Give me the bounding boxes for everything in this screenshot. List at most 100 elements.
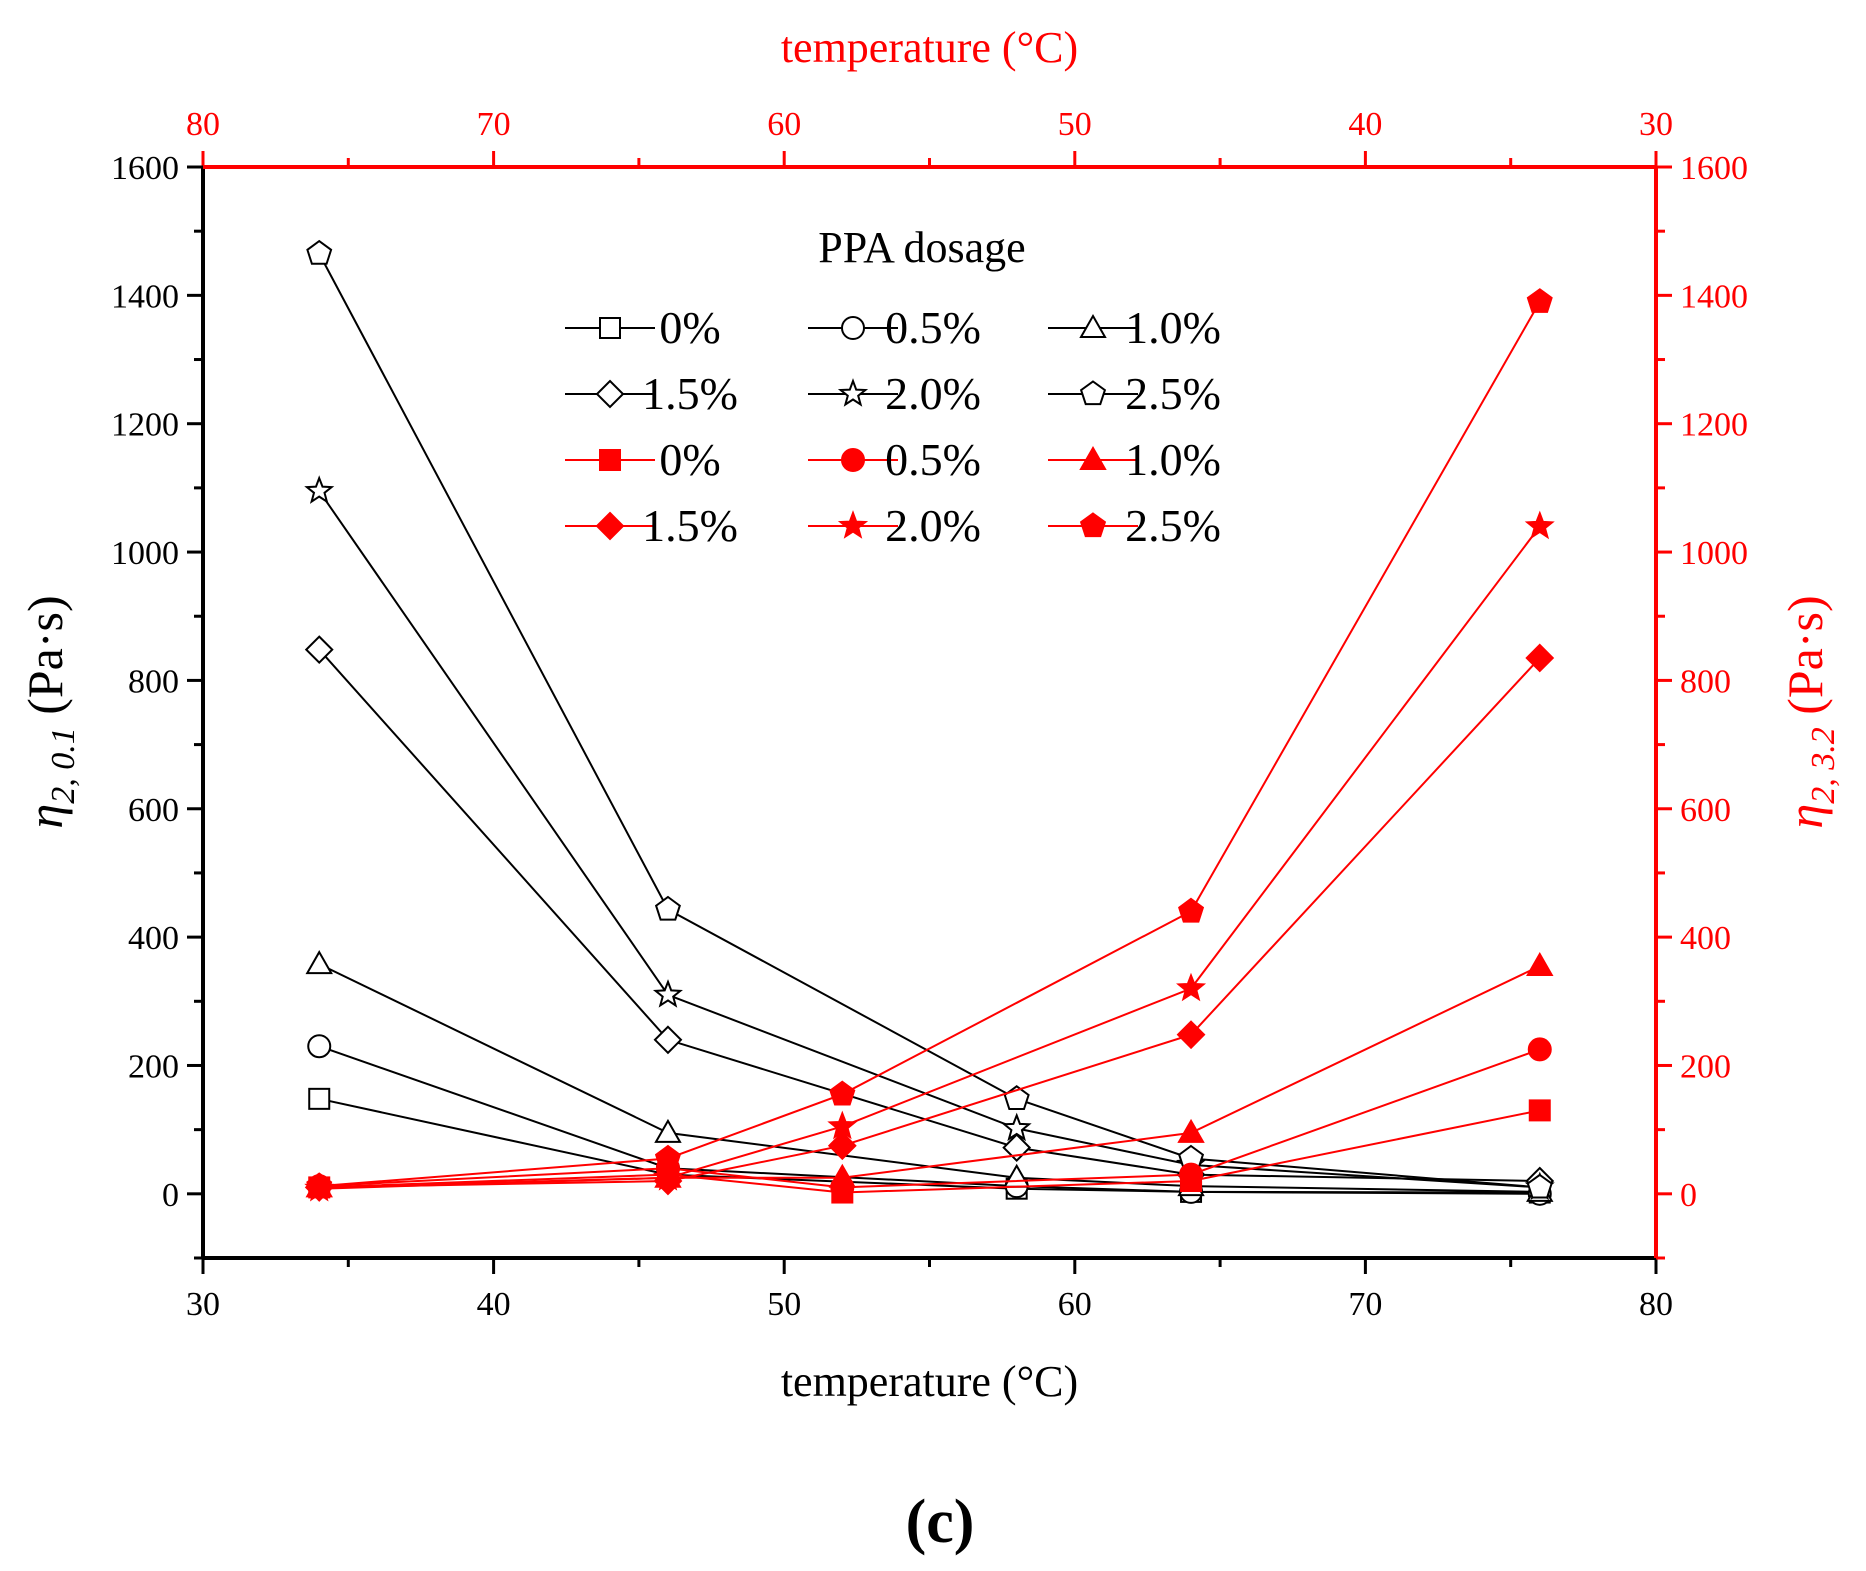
- black-series-point-1-0: [307, 1034, 332, 1059]
- labels-layer: 30 40 50 60 70 80 80 70 60 50 40 30 0 200 400 600 800 100…: [17, 23, 1842, 1556]
- black-series-line-2: [318, 963, 1540, 1193]
- bottom-tick-label: 50: [767, 1286, 801, 1323]
- right-tick-label: 0: [1680, 1177, 1697, 1214]
- left-tick-label: 200: [128, 1048, 179, 1085]
- legend-entry-label: 2.0%: [885, 368, 981, 419]
- red-series-point-5-4: [1526, 288, 1553, 313]
- black-series-point-4-0: [304, 475, 335, 504]
- right-tick-label: 1200: [1680, 407, 1748, 444]
- top-tick-label: 30: [1639, 106, 1673, 143]
- legend-swatch-marker: [599, 317, 621, 339]
- bottom-tick-label: 60: [1058, 1286, 1092, 1323]
- black-series-point-5-0: [306, 239, 333, 265]
- red-series-point-5-0: [306, 1172, 333, 1198]
- top-tick-label: 60: [767, 106, 801, 143]
- legend: PPA dosage 0% 0.5% 1.0% 1.5% 2.0% 2.5% 0% 0.5% 1.…: [565, 223, 1221, 551]
- bottom-tick-label: 80: [1639, 1286, 1673, 1323]
- left-tick-label: 1600: [111, 150, 179, 187]
- black-series-point-3-1: [653, 1025, 683, 1055]
- right-tick-label: 1000: [1680, 535, 1748, 572]
- right-tick-label: 400: [1680, 920, 1731, 957]
- red-series-point-3-4: [1525, 643, 1555, 673]
- right-tick-label: 1400: [1680, 278, 1748, 315]
- black-series-point-0-0: [308, 1087, 331, 1110]
- right-tick-label: 600: [1680, 792, 1731, 829]
- legend-swatch-marker: [1079, 445, 1107, 470]
- red-series-point-2-2: [828, 1163, 857, 1188]
- left-axis-title-subscript: 2, 0.1: [45, 727, 82, 804]
- black-series-point-5-1: [654, 895, 681, 921]
- legend-swatch-marker: [595, 511, 625, 541]
- legend-title: PPA dosage: [818, 223, 1025, 272]
- black-series-point-4-1: [652, 979, 683, 1008]
- black-series-point-2-1: [654, 1118, 682, 1143]
- right-axis-title-subscript: 2, 3.2: [1805, 727, 1842, 804]
- black-series-line-3: [318, 648, 1540, 1182]
- black-series-point-3-0: [304, 635, 334, 665]
- left-tick-label: 1400: [111, 278, 179, 315]
- bottom-axis-title: temperature (°C): [781, 1357, 1078, 1406]
- legend-swatch-marker: [841, 316, 865, 340]
- legend-swatch-marker: [841, 448, 865, 472]
- legend-swatch-marker: [1079, 380, 1107, 406]
- legend-entry-label: 2.5%: [1125, 368, 1221, 419]
- black-series-point-2-0: [305, 950, 333, 975]
- bottom-tick-label: 30: [186, 1286, 220, 1323]
- legend-swatch-marker: [837, 378, 869, 407]
- legend-swatch-marker: [599, 449, 621, 471]
- right-tick-label: 1600: [1680, 150, 1748, 187]
- bottom-tick-label: 70: [1348, 1286, 1382, 1323]
- right-axis-title-symbol: η: [1777, 804, 1833, 829]
- red-series-point-4-4: [1524, 510, 1555, 540]
- series-layer: [304, 239, 1555, 1206]
- red-series-point-0-4: [1528, 1099, 1551, 1122]
- left-axis-title-symbol: η: [17, 804, 73, 829]
- legend-entry-label: 0%: [659, 302, 720, 353]
- left-tick-label: 400: [128, 920, 179, 957]
- black-series-line-4: [318, 490, 1540, 1189]
- red-series-point-4-1: [652, 1161, 683, 1191]
- left-tick-label: 1000: [111, 535, 179, 572]
- red-series-point-2-4: [1526, 951, 1554, 976]
- legend-swatch-marker: [1079, 313, 1107, 338]
- legend-entry-label: 1.5%: [642, 368, 738, 419]
- left-tick-label: 800: [128, 663, 179, 700]
- left-tick-label: 600: [128, 792, 179, 829]
- legend-entry-label: 1.0%: [1125, 302, 1221, 353]
- red-series-point-5-3: [1178, 897, 1205, 923]
- black-series-point-5-4: [1526, 1173, 1553, 1199]
- legend-swatch-marker: [1079, 512, 1107, 538]
- red-series-point-3-2: [827, 1131, 857, 1161]
- right-tick-label: 200: [1680, 1048, 1731, 1085]
- left-axis-title: η2, 0.1 (Pa·s): [17, 595, 82, 828]
- red-series-point-4-2: [827, 1110, 858, 1140]
- legend-entry-label: 2.5%: [1125, 500, 1221, 551]
- black-series-point-3-2: [1002, 1133, 1032, 1163]
- top-axis-title: temperature (°C): [781, 23, 1078, 72]
- left-tick-label: 1200: [111, 407, 179, 444]
- top-tick-label: 40: [1348, 106, 1382, 143]
- top-tick-label: 70: [477, 106, 511, 143]
- left-tick-label: 0: [162, 1177, 179, 1214]
- red-series-line-0: [319, 1109, 1540, 1194]
- red-series-point-5-1: [654, 1144, 681, 1170]
- red-series-line-4: [319, 525, 1541, 1190]
- red-series-point-4-3: [1176, 972, 1207, 1002]
- top-tick-label: 50: [1058, 106, 1092, 143]
- red-series-line-2: [319, 965, 1541, 1189]
- black-series-point-4-2: [1001, 1112, 1032, 1142]
- red-series-point-3-3: [1176, 1020, 1206, 1050]
- top-tick-label: 80: [186, 106, 220, 143]
- right-tick-label: 800: [1680, 663, 1731, 700]
- red-series-point-1-3: [1179, 1162, 1204, 1187]
- bottom-tick-label: 40: [477, 1286, 511, 1323]
- axes-layer: [187, 151, 1672, 1274]
- legend-swatch-marker: [837, 510, 869, 539]
- left-axis-title-unit: (Pa·s): [17, 595, 73, 727]
- right-axis-title-unit: (Pa·s): [1777, 595, 1833, 727]
- right-axis-title: η2, 3.2 (Pa·s): [1777, 595, 1842, 828]
- red-series-point-5-2: [829, 1080, 856, 1106]
- legend-entry-label: 0.5%: [885, 302, 981, 353]
- legend-entry-label: 0.5%: [885, 434, 981, 485]
